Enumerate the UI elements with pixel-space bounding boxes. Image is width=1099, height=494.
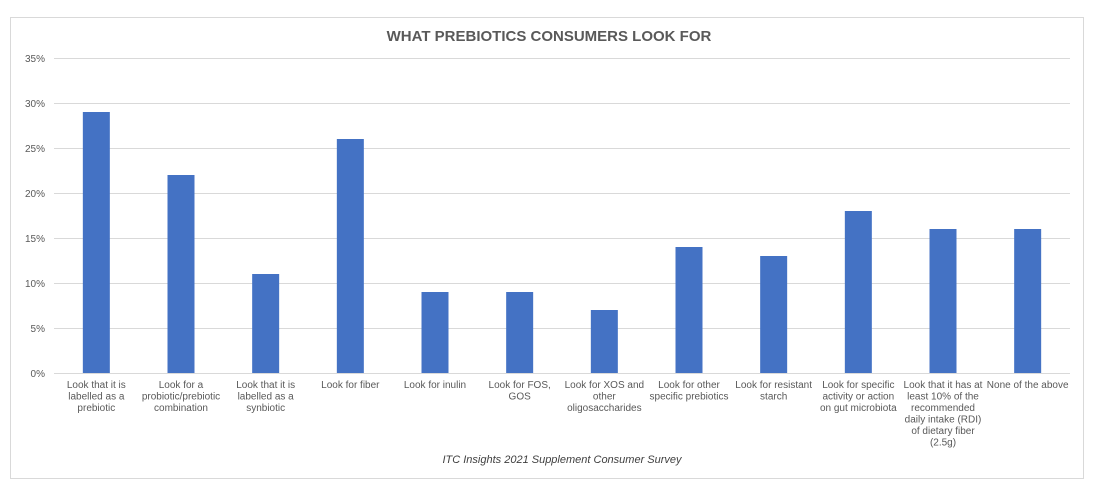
x-tick-label-line: specific prebiotics (650, 392, 729, 403)
bar (1014, 229, 1042, 373)
x-tick-label-line: Look for inulin (404, 380, 466, 391)
x-tick-label-line: other (593, 392, 616, 403)
y-tick-label: 35% (25, 54, 45, 65)
x-tick-label-line: GOS (509, 392, 532, 403)
bar (336, 139, 364, 373)
y-tick-label: 30% (25, 99, 45, 110)
x-tick-label-line: probiotic/prebiotic (142, 392, 220, 403)
chart-caption: ITC Insights 2021 Supplement Consumer Su… (442, 454, 683, 466)
x-tick-label: Look for other specific prebiotics (650, 380, 729, 403)
x-tick-label: None of the above (987, 380, 1069, 391)
y-tick-label: 25% (25, 144, 45, 155)
bars (82, 112, 1042, 373)
x-axis-labels: Look that it is labelled as a prebioticLoo… (67, 380, 1069, 449)
x-tick-label: Look for inulin (404, 380, 466, 391)
bar (252, 274, 280, 373)
x-tick-label-line: Look that it is (236, 380, 295, 391)
bar (506, 292, 534, 373)
x-tick-label: Look for a probiotic/prebiotic combination (142, 380, 220, 414)
x-tick-label-line: (2.5g) (930, 438, 956, 449)
x-tick-label: Look for specific activity or action on gu… (820, 380, 897, 414)
x-tick-label: Look for fiber (321, 380, 380, 391)
x-tick-label-line: starch (760, 392, 787, 403)
y-tick-label: 15% (25, 234, 45, 245)
x-tick-label: Look for resistant starch (735, 380, 812, 403)
y-tick-label: 10% (25, 279, 45, 290)
bar (167, 175, 195, 373)
x-tick-label-line: combination (154, 403, 208, 414)
x-tick-label: Look for XOS and other oligosaccharides (565, 380, 645, 414)
x-tick-label-line: None of the above (987, 380, 1069, 391)
x-tick-label-line: Look for XOS and (565, 380, 645, 391)
x-tick-label-line: on gut microbiota (820, 403, 897, 414)
x-tick-label: Look that it is labelled as a synbiotic (236, 380, 295, 414)
x-tick-label: Look that it has at least 10% of the recom… (904, 380, 983, 449)
x-tick-label-line: of dietary fiber (911, 426, 975, 437)
x-tick-label-line: activity or action (822, 392, 894, 403)
bar (590, 310, 618, 373)
bar (844, 211, 872, 373)
x-tick-label: Look that it is labelled as a prebiotic (67, 380, 126, 414)
x-tick-label-line: oligosaccharides (567, 403, 642, 414)
chart-title: WHAT PREBIOTICS CONSUMERS LOOK FOR (387, 28, 712, 45)
bar (929, 229, 957, 373)
x-tick-label-line: least 10% of the (907, 392, 979, 403)
bar (82, 112, 110, 373)
x-tick-label-line: Look for fiber (321, 380, 380, 391)
x-tick-label-line: labelled as a (68, 392, 125, 403)
y-tick-label: 5% (31, 324, 46, 335)
x-tick-label-line: Look for other (658, 380, 720, 391)
x-tick-label-line: synbiotic (246, 403, 285, 414)
x-tick-label-line: Look that it has at (904, 380, 983, 391)
x-tick-label-line: Look for specific (822, 380, 894, 391)
y-axis-ticks: 0% 5% 10% 15% 20% 25% 30% 35% (25, 54, 45, 380)
y-tick-label: 0% (31, 369, 46, 380)
bar (675, 247, 703, 373)
y-tick-label: 20% (25, 189, 45, 200)
x-tick-label-line: Look for resistant (735, 380, 812, 391)
gridlines (54, 58, 1070, 374)
x-tick-label-line: labelled as a (238, 392, 295, 403)
x-tick-label-line: Look that it is (67, 380, 126, 391)
bar (421, 292, 449, 373)
x-tick-label-line: prebiotic (77, 403, 115, 414)
x-tick-label: Look for FOS, GOS (489, 380, 551, 403)
x-tick-label-line: Look for FOS, (489, 380, 551, 391)
x-tick-label-line: daily intake (RDI) (905, 415, 982, 426)
bar (760, 256, 788, 373)
x-tick-label-line: recommended (911, 403, 975, 414)
x-tick-label-line: Look for a (159, 380, 204, 391)
